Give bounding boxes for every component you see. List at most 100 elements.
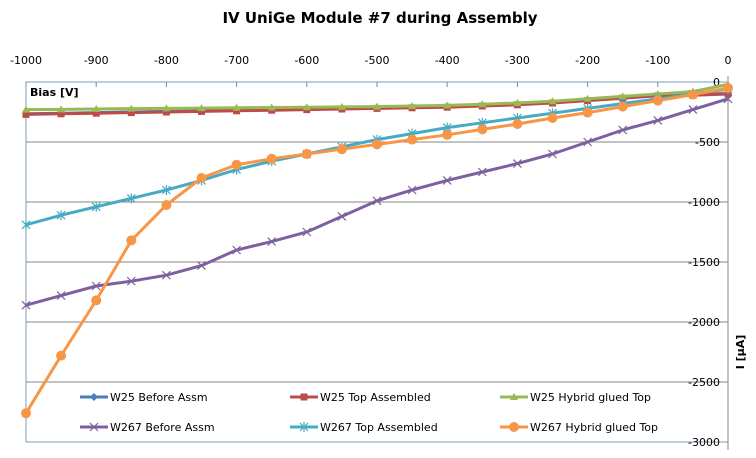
data-point <box>232 245 242 255</box>
legend-label: W25 Before Assm <box>110 391 208 404</box>
y-tick-label: -1000 <box>688 196 720 209</box>
y-tick-label: -3000 <box>688 436 720 449</box>
legend-entry: W267 Hybrid glued Top <box>500 421 658 434</box>
legend-entry: W25 Hybrid glued Top <box>500 391 651 404</box>
y-axis-label: I [µA] <box>734 335 747 370</box>
legend-marker <box>510 393 518 400</box>
data-point <box>723 83 733 93</box>
data-point <box>687 89 698 100</box>
data-point <box>408 102 417 109</box>
data-point <box>197 261 206 271</box>
data-point <box>513 99 522 106</box>
legend-entry: W267 Before Assm <box>80 421 215 434</box>
y-tick-label: -2500 <box>688 376 720 389</box>
data-point <box>372 196 382 206</box>
data-point <box>617 101 628 112</box>
legend-entry: W25 Before Assm <box>80 391 208 404</box>
data-point <box>443 101 452 109</box>
data-point <box>512 159 522 169</box>
data-point <box>548 97 557 105</box>
x-axis-label: Bias [V] <box>30 86 79 99</box>
data-point <box>302 103 311 111</box>
data-point <box>477 167 487 177</box>
chart-title: IV UniGe Module #7 during Assembly <box>222 9 537 27</box>
data-point <box>548 149 557 159</box>
x-tick-label: -600 <box>294 54 319 67</box>
legend-marker <box>509 422 519 432</box>
data-point <box>57 105 66 113</box>
data-point <box>161 185 171 195</box>
y-tick-label: -2000 <box>688 316 720 329</box>
x-tick-label: -500 <box>365 54 390 67</box>
data-point <box>653 90 662 97</box>
data-point <box>337 211 347 221</box>
data-point <box>127 104 136 112</box>
legend-label: W267 Before Assm <box>110 421 215 434</box>
data-point <box>91 295 102 306</box>
data-point <box>126 235 137 246</box>
data-point <box>267 237 277 247</box>
data-point <box>126 193 136 204</box>
data-point <box>127 109 135 117</box>
series-w25-hybrid-glued-top <box>22 80 732 113</box>
y-tick-label: 0 <box>713 76 720 89</box>
data-point <box>478 100 487 108</box>
legend-label: W25 Hybrid glued Top <box>530 391 651 404</box>
data-point <box>57 110 65 118</box>
data-point <box>582 107 593 118</box>
legend-marker <box>300 393 308 401</box>
data-point <box>56 291 66 301</box>
x-tick-label: -400 <box>435 54 460 67</box>
data-point <box>22 110 30 118</box>
series-w267-hybrid-glued-top <box>21 83 733 419</box>
legend-marker <box>299 422 309 432</box>
x-tick-label: -200 <box>575 54 600 67</box>
data-point <box>56 350 67 361</box>
x-tick-label: -300 <box>505 54 530 67</box>
data-point <box>407 185 417 195</box>
data-point <box>92 105 101 112</box>
legend-marker <box>90 393 98 401</box>
data-point <box>652 95 663 106</box>
data-point <box>92 109 100 117</box>
x-tick-label: -900 <box>84 54 109 67</box>
data-point <box>618 92 627 100</box>
y-tick-label: -1500 <box>688 256 720 269</box>
data-point <box>407 134 418 145</box>
data-point <box>91 281 101 291</box>
data-point <box>547 113 558 123</box>
legend-entry: W267 Top Assembled <box>290 421 438 434</box>
data-point <box>231 159 242 170</box>
data-point <box>442 129 453 140</box>
x-tick-label: -100 <box>645 54 670 67</box>
data-point <box>232 103 241 111</box>
data-point <box>21 219 31 230</box>
x-tick-label: -1000 <box>10 54 42 67</box>
data-point <box>618 125 628 135</box>
data-point <box>477 124 488 135</box>
data-point <box>196 173 207 183</box>
legend-label: W267 Hybrid glued Top <box>530 421 658 434</box>
data-point <box>372 139 382 150</box>
data-point <box>337 102 346 110</box>
data-point <box>56 210 66 221</box>
data-point <box>583 137 593 147</box>
data-point <box>126 276 136 286</box>
data-point <box>266 153 277 164</box>
data-point <box>723 94 733 104</box>
data-point <box>301 149 312 159</box>
y-tick-label: -500 <box>695 136 720 149</box>
data-point <box>22 105 30 113</box>
data-point <box>162 108 170 116</box>
data-point <box>21 408 31 419</box>
data-point <box>583 94 592 102</box>
data-point <box>21 300 31 310</box>
x-tick-label: 0 <box>725 54 732 67</box>
data-point <box>512 119 523 129</box>
legend-label: W25 Top Assembled <box>320 391 431 404</box>
legend-marker <box>89 422 99 432</box>
data-point <box>197 104 206 112</box>
legend-entry: W25 Top Assembled <box>290 391 431 404</box>
series-w267-before-assm <box>21 94 733 310</box>
